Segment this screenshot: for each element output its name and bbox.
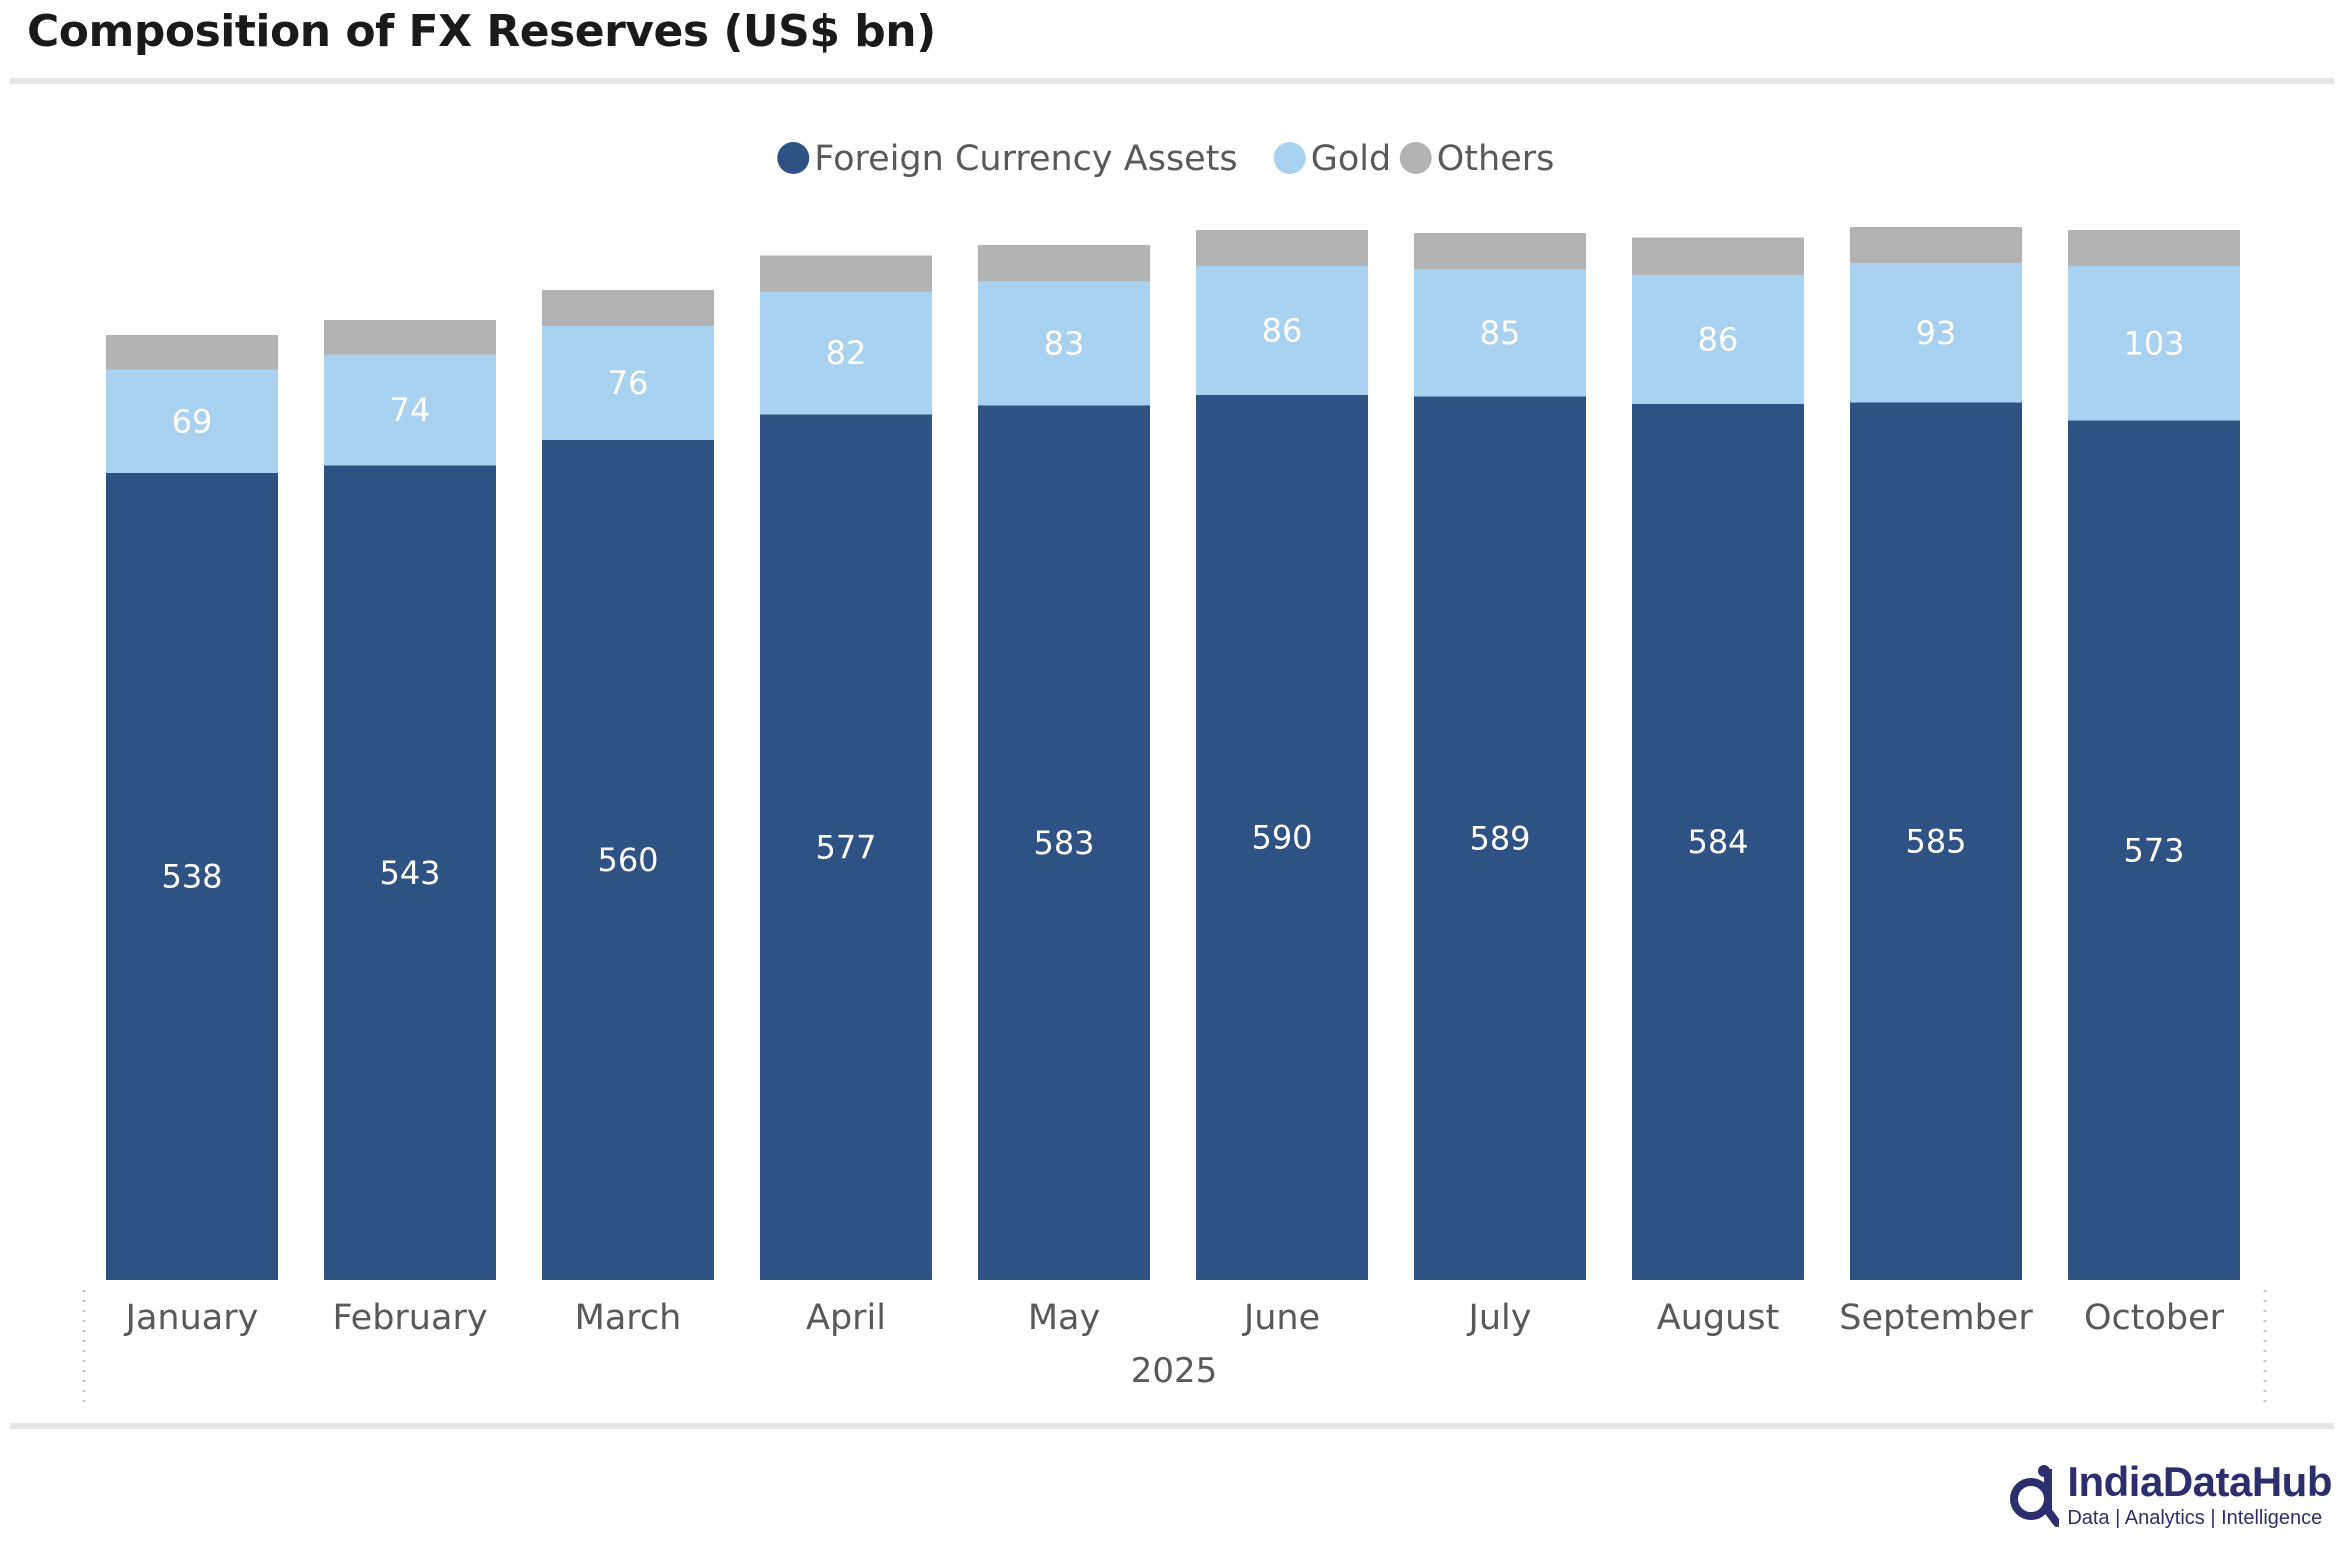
bar-gold-august xyxy=(1632,275,1804,404)
bar-others-june xyxy=(1196,230,1368,266)
legend-label-gold: Gold xyxy=(1311,139,1391,179)
data-label-gold-june: 86 xyxy=(1262,312,1303,350)
bar-foreign-currency-assets-october xyxy=(2068,420,2240,1280)
bar-gold-may xyxy=(978,281,1150,406)
data-label-foreign-currency-assets-january: 538 xyxy=(161,858,222,896)
data-label-gold-february: 74 xyxy=(390,391,431,429)
x-tick-label-april: April xyxy=(806,1298,886,1338)
bar-gold-september xyxy=(1850,263,2022,403)
bar-others-january xyxy=(106,335,278,370)
data-label-gold-may: 83 xyxy=(1044,324,1085,362)
x-tick-label-june: June xyxy=(1242,1298,1320,1338)
data-label-gold-march: 76 xyxy=(608,364,649,402)
x-axis: 2025 January February March April May June Jul… xyxy=(82,1290,2267,1405)
data-label-foreign-currency-assets-april: 577 xyxy=(815,828,876,866)
data-label-gold-january: 69 xyxy=(172,402,213,440)
top-divider xyxy=(10,78,2334,84)
bars xyxy=(106,227,2240,1280)
bar-foreign-currency-assets-june xyxy=(1196,395,1368,1280)
bar-foreign-currency-assets-february xyxy=(324,465,496,1280)
bar-others-july xyxy=(1414,233,1586,269)
data-label-gold-september: 93 xyxy=(1916,314,1957,352)
data-labels: 538 69 543 74 560 76 577 82 583 83 590 86 589 85 584 86… xyxy=(161,312,2184,896)
legend-label-foreign-currency-assets: Foreign Currency Assets xyxy=(814,139,1237,179)
x-tick-label-october: October xyxy=(2084,1298,2225,1338)
data-label-gold-october: 103 xyxy=(2123,324,2184,362)
brand-tagline: Data | Analytics | Intelligence xyxy=(2067,1507,2323,1529)
legend-marker-foreign-currency-assets xyxy=(777,142,810,174)
data-label-foreign-currency-assets-october: 573 xyxy=(2123,831,2184,869)
x-tick-label-february: February xyxy=(332,1298,487,1338)
legend-marker-others xyxy=(1399,142,1432,174)
legend: Foreign Currency Assets Gold Others xyxy=(777,139,1554,179)
india-data-hub-logo-icon xyxy=(2010,1465,2060,1527)
data-label-foreign-currency-assets-may: 583 xyxy=(1033,824,1094,862)
bar-others-april xyxy=(760,255,932,292)
bar-foreign-currency-assets-september xyxy=(1850,402,2022,1280)
data-label-gold-july: 85 xyxy=(1480,314,1521,352)
bar-foreign-currency-assets-april xyxy=(760,414,932,1280)
bar-gold-july xyxy=(1414,269,1586,397)
bar-others-february xyxy=(324,320,496,355)
bar-others-march xyxy=(542,290,714,326)
data-label-foreign-currency-assets-july: 589 xyxy=(1469,819,1530,857)
x-tick-label-march: March xyxy=(575,1298,682,1338)
bar-gold-january xyxy=(106,369,278,473)
data-label-foreign-currency-assets-march: 560 xyxy=(597,841,658,879)
x-tick-label-may: May xyxy=(1028,1298,1100,1338)
bar-foreign-currency-assets-july xyxy=(1414,396,1586,1280)
bar-foreign-currency-assets-may xyxy=(978,405,1150,1280)
bar-gold-february xyxy=(324,354,496,466)
data-label-gold-august: 86 xyxy=(1698,321,1739,359)
bar-others-october xyxy=(2068,230,2240,266)
bottom-divider xyxy=(10,1423,2334,1429)
x-tick-label-september: September xyxy=(1839,1298,2033,1338)
bar-gold-october xyxy=(2068,266,2240,421)
legend-marker-gold xyxy=(1273,142,1306,174)
bar-foreign-currency-assets-january xyxy=(106,473,278,1280)
bar-gold-march xyxy=(542,326,714,440)
bar-others-august xyxy=(1632,237,1804,275)
chart-title: Composition of FX Reserves (US$ bn) xyxy=(27,6,936,57)
x-tick-label-january: January xyxy=(124,1298,259,1338)
bar-gold-june xyxy=(1196,266,1368,395)
bar-gold-april xyxy=(760,291,932,415)
data-label-foreign-currency-assets-june: 590 xyxy=(1251,819,1312,857)
bar-foreign-currency-assets-august xyxy=(1632,404,1804,1280)
data-label-foreign-currency-assets-august: 584 xyxy=(1687,823,1748,861)
brand-logo: IndiaDataHub Data | Analytics | Intellig… xyxy=(2007,1458,2332,1530)
x-tick-label-july: July xyxy=(1467,1298,1532,1338)
brand-name: IndiaDataHub xyxy=(2067,1458,2332,1505)
legend-label-others: Others xyxy=(1437,139,1555,179)
x-group-label: 2025 xyxy=(1131,1351,1218,1391)
bar-others-september xyxy=(1850,227,2022,263)
data-label-foreign-currency-assets-september: 585 xyxy=(1905,822,1966,860)
data-label-foreign-currency-assets-february: 543 xyxy=(379,854,440,892)
x-tick-label-august: August xyxy=(1657,1298,1779,1338)
bar-foreign-currency-assets-march xyxy=(542,440,714,1280)
bar-others-may xyxy=(978,245,1150,281)
data-label-gold-april: 82 xyxy=(826,334,867,372)
